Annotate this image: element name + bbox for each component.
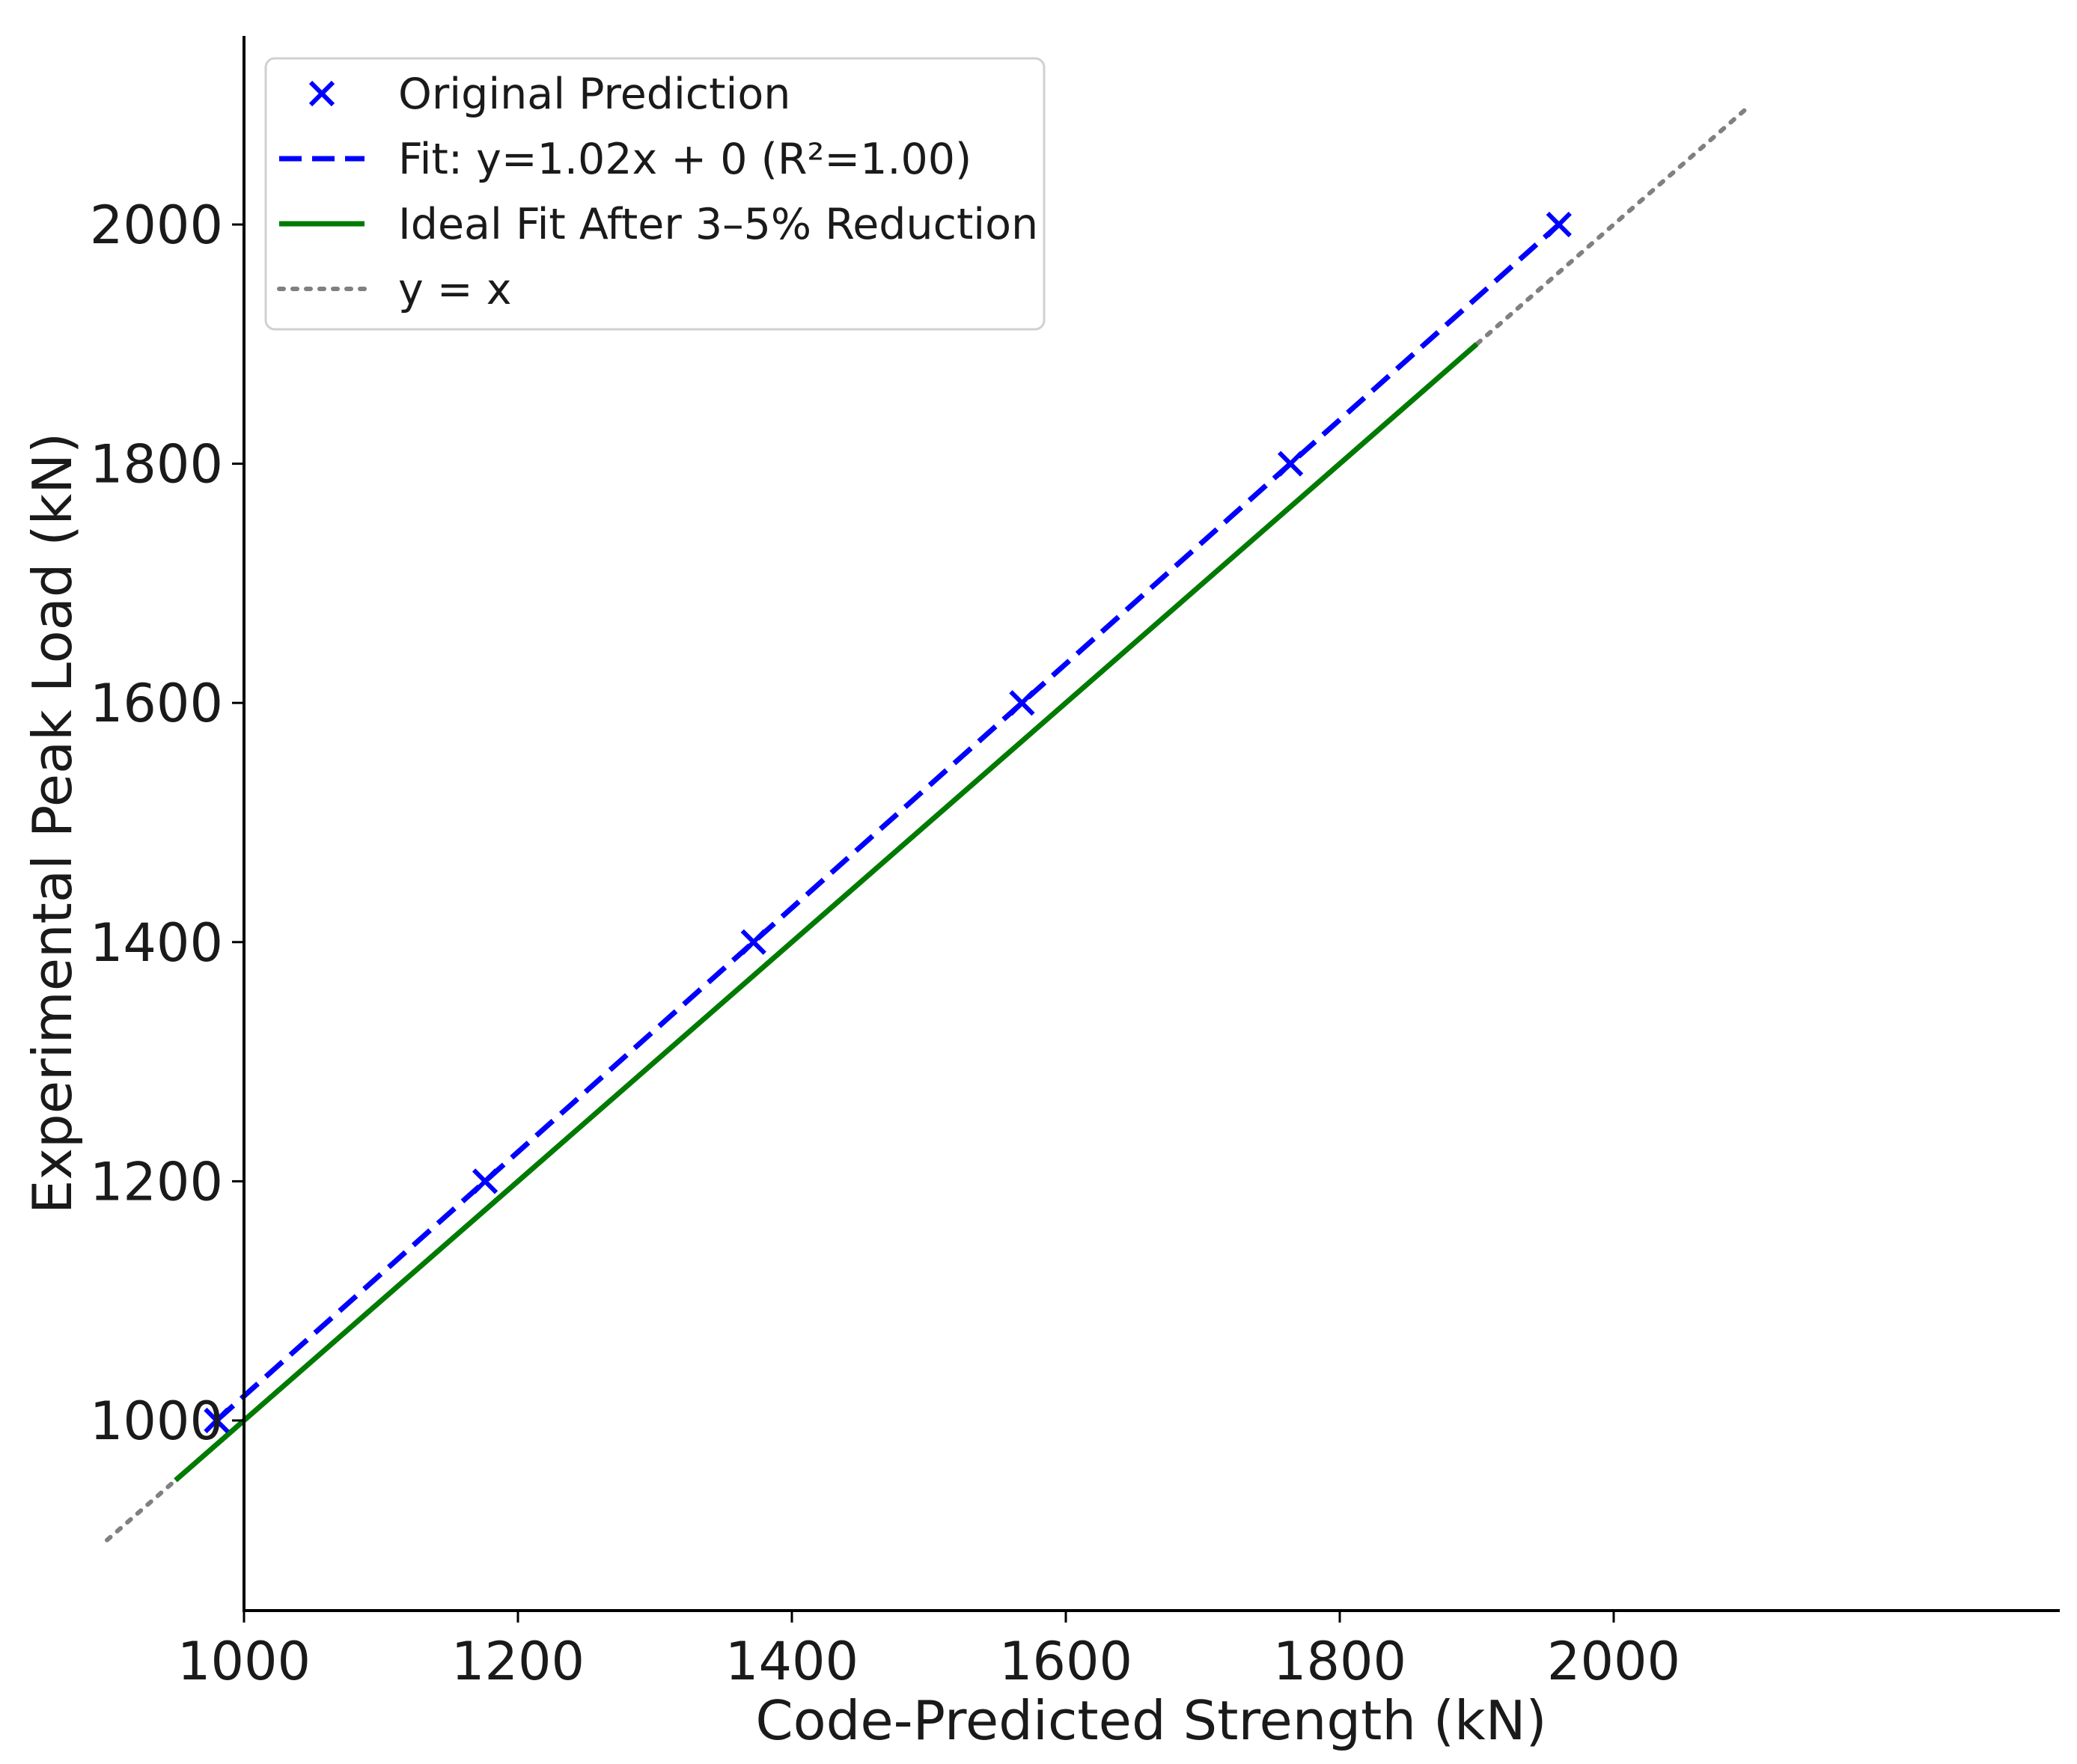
ticks: 1000 1200 1400 1600 1800 2000 1000 1200 1400 1600… <box>90 195 1680 1692</box>
axes <box>243 36 2060 1612</box>
legend-entry: Ideal Fit After 3–5% Reduction <box>279 200 1038 249</box>
x-tick-label: 1200 <box>451 1631 585 1692</box>
legend-label: Original Prediction <box>398 70 790 119</box>
plot-area <box>105 103 1753 1542</box>
x-tick-label: 1000 <box>177 1631 311 1692</box>
legend-entry: y = x <box>277 265 511 314</box>
y-axis-title: Experimental Peak Load (kN) <box>21 433 84 1214</box>
legend-entries: Original Prediction Fit: y=1.02x + 0 (R²=… <box>277 70 1038 314</box>
legend-label: Ideal Fit After 3–5% Reduction <box>398 200 1038 249</box>
legend-frame <box>264 57 1046 331</box>
x-axis-title: Code-Predicted Strength (kN) <box>755 1689 1546 1752</box>
data-point <box>740 929 766 955</box>
legend-label: y = x <box>398 265 511 314</box>
y-tick-label: 1400 <box>90 912 223 974</box>
x-tick-label: 1400 <box>725 1631 858 1692</box>
series-line-2 <box>174 342 1479 1483</box>
y-tick-label: 1000 <box>90 1391 223 1452</box>
data-point <box>472 1168 498 1194</box>
x-tick-label: 1800 <box>1273 1631 1406 1692</box>
data-point <box>1009 690 1035 716</box>
y-tick-label: 1600 <box>90 673 223 734</box>
legend-marker <box>308 80 335 107</box>
data-point <box>1546 211 1572 238</box>
y-tick-label: 1800 <box>90 434 223 495</box>
data-point <box>204 1407 230 1434</box>
legend-entry: Fit: y=1.02x + 0 (R²=1.00) <box>279 135 972 184</box>
series-line-1 <box>215 222 1561 1423</box>
legend-label: Fit: y=1.02x + 0 (R²=1.00) <box>398 135 972 184</box>
legend-entry: Original Prediction <box>308 70 790 119</box>
x-tick-label: 1600 <box>999 1631 1132 1692</box>
y-tick-label: 1200 <box>90 1151 223 1212</box>
data-point <box>1277 451 1304 477</box>
legend: Original Prediction Fit: y=1.02x + 0 (R²=… <box>264 57 1046 331</box>
x-tick-label: 2000 <box>1547 1631 1680 1692</box>
y-tick-label: 2000 <box>90 195 223 256</box>
